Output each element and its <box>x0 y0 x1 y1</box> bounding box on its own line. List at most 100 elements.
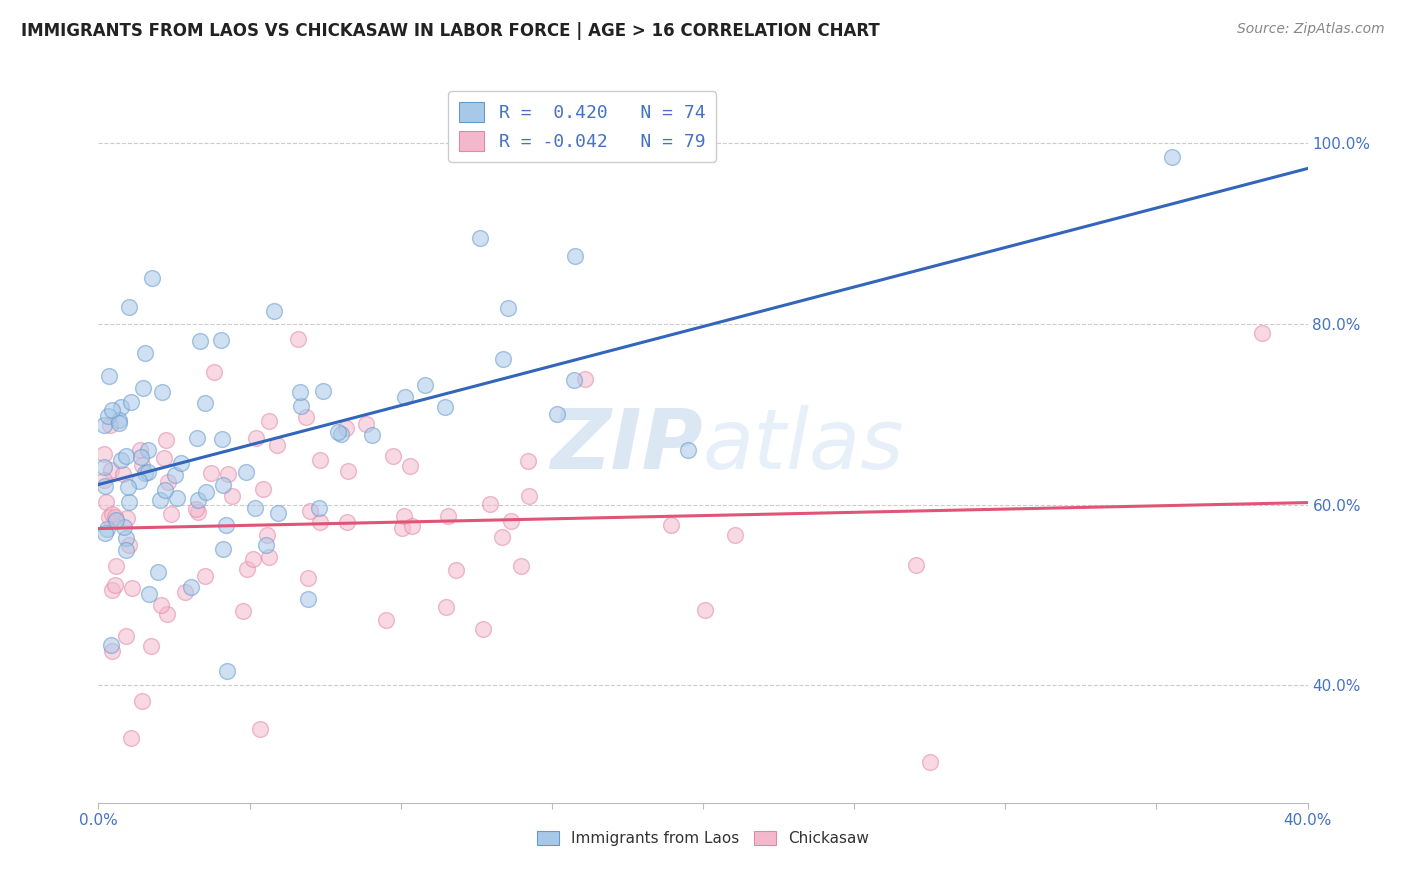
Point <box>242 552 264 566</box>
Point <box>120 395 142 409</box>
Point <box>254 538 277 552</box>
Point <box>101 583 124 598</box>
Point <box>232 604 254 618</box>
Point <box>138 587 160 601</box>
Point <box>120 731 142 746</box>
Text: atlas: atlas <box>703 406 904 486</box>
Point <box>693 602 716 616</box>
Legend: Immigrants from Laos, Chickasaw: Immigrants from Laos, Chickasaw <box>531 824 875 852</box>
Point <box>1251 326 1274 340</box>
Point <box>186 431 208 445</box>
Point <box>266 506 288 520</box>
Point <box>399 459 422 474</box>
Point <box>128 475 150 489</box>
Point <box>150 598 173 612</box>
Point <box>104 577 127 591</box>
Point <box>257 414 280 428</box>
Point <box>104 510 127 524</box>
Point <box>114 449 136 463</box>
Point <box>221 489 243 503</box>
Point <box>217 665 239 679</box>
Point <box>118 538 141 552</box>
Point <box>131 458 153 472</box>
Point <box>136 443 159 458</box>
Point <box>401 519 423 533</box>
Point <box>174 585 197 599</box>
Point <box>309 515 332 529</box>
Point <box>574 372 596 386</box>
Point <box>517 489 540 503</box>
Point <box>93 417 115 432</box>
Point <box>394 390 416 404</box>
Point <box>492 351 515 366</box>
Point <box>170 456 193 470</box>
Point <box>335 420 357 434</box>
Point <box>141 639 163 653</box>
Point <box>129 443 152 458</box>
Point <box>918 755 941 769</box>
Point <box>166 491 188 506</box>
Point <box>336 515 359 529</box>
Point <box>149 493 172 508</box>
Point <box>115 543 138 558</box>
Text: IMMIGRANTS FROM LAOS VS CHICKASAW IN LABOR FORCE | AGE > 16 CORRELATION CHART: IMMIGRANTS FROM LAOS VS CHICKASAW IN LAB… <box>21 22 880 40</box>
Point <box>200 466 222 480</box>
Point <box>434 599 457 614</box>
Point <box>195 484 218 499</box>
Point <box>108 413 131 427</box>
Point <box>160 507 183 521</box>
Point <box>136 465 159 479</box>
Point <box>96 495 118 509</box>
Text: ZIP: ZIP <box>550 406 703 486</box>
Point <box>382 449 405 463</box>
Point <box>101 403 124 417</box>
Point <box>94 526 117 541</box>
Point <box>115 511 138 525</box>
Point <box>564 249 586 263</box>
Point <box>562 373 585 387</box>
Point <box>180 580 202 594</box>
Point <box>188 334 211 348</box>
Point <box>98 417 121 432</box>
Point <box>256 528 278 542</box>
Point <box>148 565 170 579</box>
Point <box>287 332 309 346</box>
Point <box>150 384 173 399</box>
Point <box>97 368 120 383</box>
Point <box>156 475 179 489</box>
Point <box>235 466 257 480</box>
Point <box>308 501 330 516</box>
Point <box>105 513 128 527</box>
Point <box>155 433 177 447</box>
Point <box>134 346 156 360</box>
Point <box>117 480 139 494</box>
Point <box>298 504 321 518</box>
Point <box>391 521 413 535</box>
Point <box>249 722 271 736</box>
Point <box>354 417 377 431</box>
Point <box>187 493 209 508</box>
Point <box>118 495 141 509</box>
Point <box>496 301 519 316</box>
Point <box>152 451 174 466</box>
Point <box>330 427 353 442</box>
Point <box>444 563 467 577</box>
Point <box>328 425 350 439</box>
Point <box>308 453 330 467</box>
Point <box>479 497 502 511</box>
Point <box>336 464 359 478</box>
Point <box>468 231 491 245</box>
Point <box>659 518 682 533</box>
Point <box>165 468 187 483</box>
Point <box>297 571 319 585</box>
Point <box>134 466 156 480</box>
Point <box>517 454 540 468</box>
Text: Source: ZipAtlas.com: Source: ZipAtlas.com <box>1237 22 1385 37</box>
Point <box>97 509 120 524</box>
Point <box>96 522 118 536</box>
Point <box>194 569 217 583</box>
Point <box>104 559 127 574</box>
Point <box>676 443 699 458</box>
Point <box>112 467 135 481</box>
Point <box>724 528 747 542</box>
